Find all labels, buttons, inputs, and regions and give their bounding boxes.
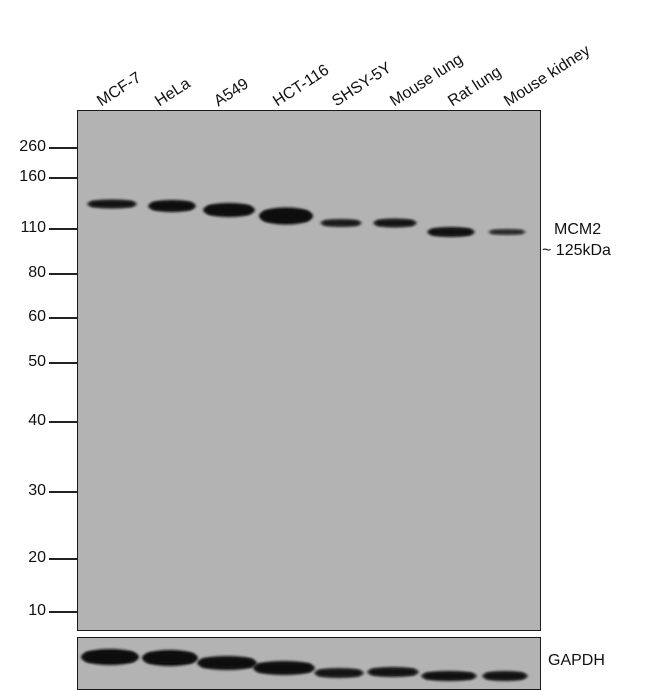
- marker-label-80: 80: [28, 264, 46, 281]
- marker-tick-30: [49, 491, 77, 493]
- target-size-label: ~ 125kDa: [542, 242, 611, 259]
- marker-tick-160: [49, 177, 77, 179]
- target-name-label: MCM2: [554, 221, 602, 238]
- marker-tick-40: [49, 421, 77, 423]
- marker-tick-50: [49, 362, 77, 364]
- mcm2-band-hela-core: [151, 202, 193, 210]
- mcm2-band-hct-116-core: [262, 210, 310, 222]
- marker-tick-260: [49, 147, 77, 149]
- marker-label-30: 30: [28, 482, 46, 499]
- marker-label-50: 50: [28, 353, 46, 370]
- gapdh-band-hct-116-core: [256, 663, 312, 673]
- gapdh-band-mcf-7-core: [84, 651, 136, 663]
- loading-control-label: GAPDH: [548, 652, 605, 669]
- marker-label-40: 40: [28, 412, 46, 429]
- marker-label-20: 20: [28, 549, 46, 566]
- mcm2-band-a549-core: [206, 205, 252, 215]
- mcm2-band-mouse-lung-core: [376, 220, 414, 226]
- marker-tick-20: [49, 558, 77, 560]
- main-blot-panel: [77, 110, 541, 631]
- gapdh-band-rat-lung-core: [424, 672, 474, 680]
- marker-label-160: 160: [19, 168, 46, 185]
- mcm2-band-rat-lung-core: [430, 228, 472, 236]
- gapdh-band-shsy-5y-core: [317, 669, 361, 677]
- gapdh-band-mouse-lung-core: [370, 668, 416, 676]
- gapdh-band-mouse-kidney-core: [485, 672, 525, 680]
- gapdh-band-a549-core: [200, 658, 254, 668]
- marker-tick-110: [49, 228, 77, 230]
- marker-label-10: 10: [28, 602, 46, 619]
- marker-tick-10: [49, 611, 77, 613]
- marker-label-60: 60: [28, 308, 46, 325]
- marker-label-110: 110: [20, 219, 46, 236]
- marker-label-260: 260: [19, 138, 46, 155]
- marker-tick-80: [49, 273, 77, 275]
- marker-tick-60: [49, 317, 77, 319]
- mcm2-band-shsy-5y-core: [323, 220, 359, 226]
- mcm2-band-mouse-kidney-core: [491, 230, 523, 234]
- mcm2-band-mcf-7-core: [90, 201, 134, 207]
- gapdh-band-hela-core: [145, 652, 195, 664]
